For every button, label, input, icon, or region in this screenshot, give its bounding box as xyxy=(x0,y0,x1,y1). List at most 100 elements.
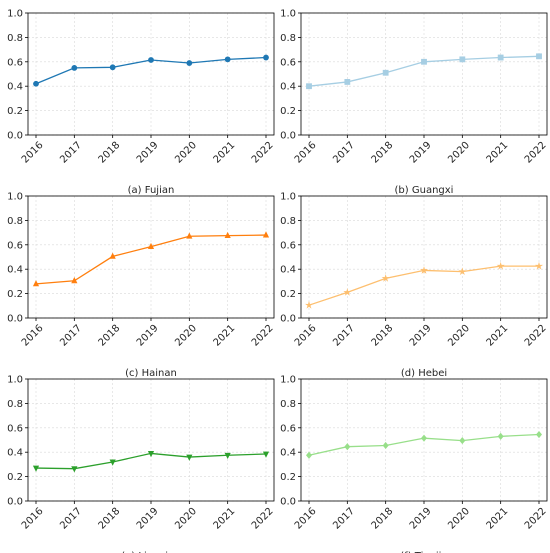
data-point xyxy=(306,451,312,459)
y-tick-label: 0.4 xyxy=(280,448,296,459)
x-tick-label: 2022 xyxy=(523,140,549,166)
data-point xyxy=(224,56,231,63)
y-tick-label: 0.0 xyxy=(7,314,23,325)
y-tick-label: 0.2 xyxy=(280,106,296,117)
data-point xyxy=(381,274,390,282)
y-tick-label: 0.4 xyxy=(280,82,296,93)
y-tick-label: 1.0 xyxy=(7,192,23,203)
data-point xyxy=(536,430,542,439)
gridlines xyxy=(28,378,274,502)
x-tick-label: 2018 xyxy=(370,506,396,532)
panel-caption: (b) Guangxi xyxy=(395,185,454,196)
y-tick-label: 0.6 xyxy=(280,423,296,434)
x-tick-label: 2018 xyxy=(370,323,396,349)
y-tick-label: 0.6 xyxy=(280,240,296,251)
data-point xyxy=(71,466,78,473)
x-tick-label: 2022 xyxy=(523,506,549,532)
y-tick-label: 1.0 xyxy=(280,192,296,203)
data-point xyxy=(109,459,116,466)
x-tick-label: 2022 xyxy=(523,323,549,349)
y-tick-label: 0.8 xyxy=(280,216,296,227)
y-tick-label: 0.0 xyxy=(280,314,296,325)
panel-caption: (e) Liaoning xyxy=(121,551,181,553)
chart-panel: 0.0 0.2 0.4 0.6 0.8 1.0 2016 2017 2018 2019 2020 20… xyxy=(280,9,549,197)
x-tick-label: 2018 xyxy=(97,323,123,349)
x-tick-label: 2021 xyxy=(212,140,238,166)
x-tick-label: 2019 xyxy=(408,506,434,532)
data-point xyxy=(304,300,314,309)
chart-panel: 0.0 0.2 0.4 0.6 0.8 1.0 2016 2017 2018 2019 2020 20… xyxy=(280,192,549,380)
data-point xyxy=(186,60,193,66)
y-tick-label: 0.0 xyxy=(280,131,296,142)
data-point xyxy=(148,57,154,63)
y-tick-label: 0.8 xyxy=(7,216,23,227)
y-tick-label: 0.4 xyxy=(280,265,296,276)
x-tick-label: 2020 xyxy=(173,323,199,349)
x-tick-label: 2019 xyxy=(135,506,161,532)
data-point xyxy=(262,231,270,238)
x-tick-label: 2016 xyxy=(293,140,319,166)
data-point xyxy=(306,83,312,90)
x-tick-label: 2020 xyxy=(446,323,472,349)
chart-panel: 0.0 0.2 0.4 0.6 0.8 1.0 2016 2017 2018 2019 2020 20… xyxy=(7,192,276,380)
panel-caption: (c) Hainan xyxy=(125,368,177,379)
data-point xyxy=(71,65,78,71)
x-tick-label: 2020 xyxy=(446,506,472,532)
panel-caption: (f) Tianjin xyxy=(400,551,447,553)
data-point xyxy=(459,56,466,63)
chart-panel: 0.0 0.2 0.4 0.6 0.8 1.0 2016 2017 2018 2019 2020 20… xyxy=(280,375,549,553)
data-point xyxy=(496,261,505,270)
x-tick-label: 2016 xyxy=(20,323,46,349)
y-tick-label: 0.4 xyxy=(7,265,23,276)
data-point xyxy=(32,280,40,287)
data-point xyxy=(344,443,351,451)
x-tick-label: 2019 xyxy=(408,323,434,349)
x-tick-label: 2018 xyxy=(97,506,123,532)
data-point xyxy=(534,261,544,270)
chart-panel: 0.0 0.2 0.4 0.6 0.8 1.0 2016 2017 2018 2019 2020 20… xyxy=(7,375,276,553)
data-point xyxy=(419,266,429,274)
x-tick-label: 2020 xyxy=(446,140,472,166)
x-tick-label: 2016 xyxy=(293,506,319,532)
x-tick-label: 2016 xyxy=(20,140,46,166)
data-point xyxy=(497,54,504,61)
data-point xyxy=(33,80,39,87)
y-tick-label: 0.2 xyxy=(280,289,296,300)
data-point xyxy=(459,437,466,445)
x-tick-label: 2017 xyxy=(58,506,84,532)
y-tick-label: 0.8 xyxy=(7,33,23,44)
data-point xyxy=(224,231,231,239)
data-point xyxy=(147,242,155,250)
gridlines xyxy=(301,195,547,319)
x-tick-label: 2017 xyxy=(331,323,357,349)
y-tick-label: 0.8 xyxy=(280,399,296,410)
gridlines xyxy=(28,195,274,319)
y-tick-label: 0.6 xyxy=(7,423,23,434)
y-tick-label: 0.6 xyxy=(7,57,23,68)
y-tick-label: 0.4 xyxy=(7,448,23,459)
y-tick-label: 0.6 xyxy=(280,57,296,68)
y-tick-label: 1.0 xyxy=(280,375,296,386)
x-tick-label: 2016 xyxy=(293,323,319,349)
x-tick-label: 2020 xyxy=(173,140,199,166)
x-tick-label: 2021 xyxy=(485,506,511,532)
data-point xyxy=(109,64,116,71)
y-tick-label: 0.8 xyxy=(280,33,296,44)
x-tick-label: 2022 xyxy=(250,323,276,349)
data-point xyxy=(262,451,270,458)
data-point xyxy=(421,58,427,65)
x-tick-label: 2018 xyxy=(97,140,123,166)
x-tick-label: 2021 xyxy=(212,323,238,349)
data-point xyxy=(186,454,193,461)
x-tick-label: 2021 xyxy=(485,323,511,349)
x-tick-label: 2019 xyxy=(135,323,161,349)
data-point xyxy=(458,267,467,276)
x-tick-label: 2016 xyxy=(20,506,46,532)
x-tick-label: 2022 xyxy=(250,140,276,166)
data-point xyxy=(536,53,542,60)
y-tick-label: 0.4 xyxy=(7,82,23,93)
x-tick-label: 2019 xyxy=(408,140,434,166)
data-point xyxy=(109,252,116,259)
y-tick-label: 0.2 xyxy=(7,106,23,117)
x-tick-label: 2021 xyxy=(212,506,238,532)
